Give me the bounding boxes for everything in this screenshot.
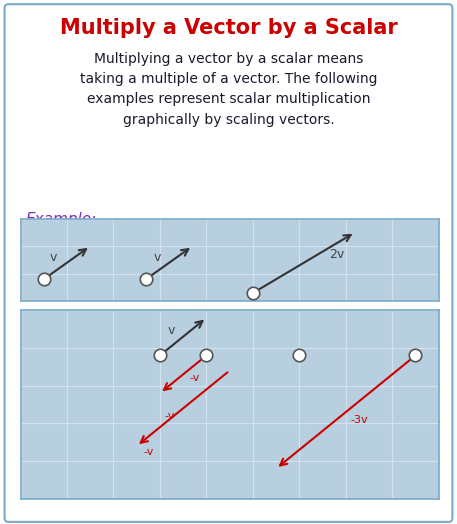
FancyBboxPatch shape xyxy=(5,4,452,522)
Text: v: v xyxy=(154,250,161,264)
Text: -v: -v xyxy=(164,411,175,421)
Text: Multiplying a vector by a scalar means
taking a multiple of a vector. The follow: Multiplying a vector by a scalar means t… xyxy=(80,52,377,127)
Text: v: v xyxy=(49,250,57,264)
Text: Example:: Example: xyxy=(25,212,96,227)
Text: -v: -v xyxy=(190,373,200,383)
Text: 2v: 2v xyxy=(329,248,344,261)
Text: -v: -v xyxy=(143,446,154,457)
Text: v: v xyxy=(168,324,175,337)
Text: -3v: -3v xyxy=(351,414,368,424)
Text: Multiply a Vector by a Scalar: Multiply a Vector by a Scalar xyxy=(59,18,398,38)
